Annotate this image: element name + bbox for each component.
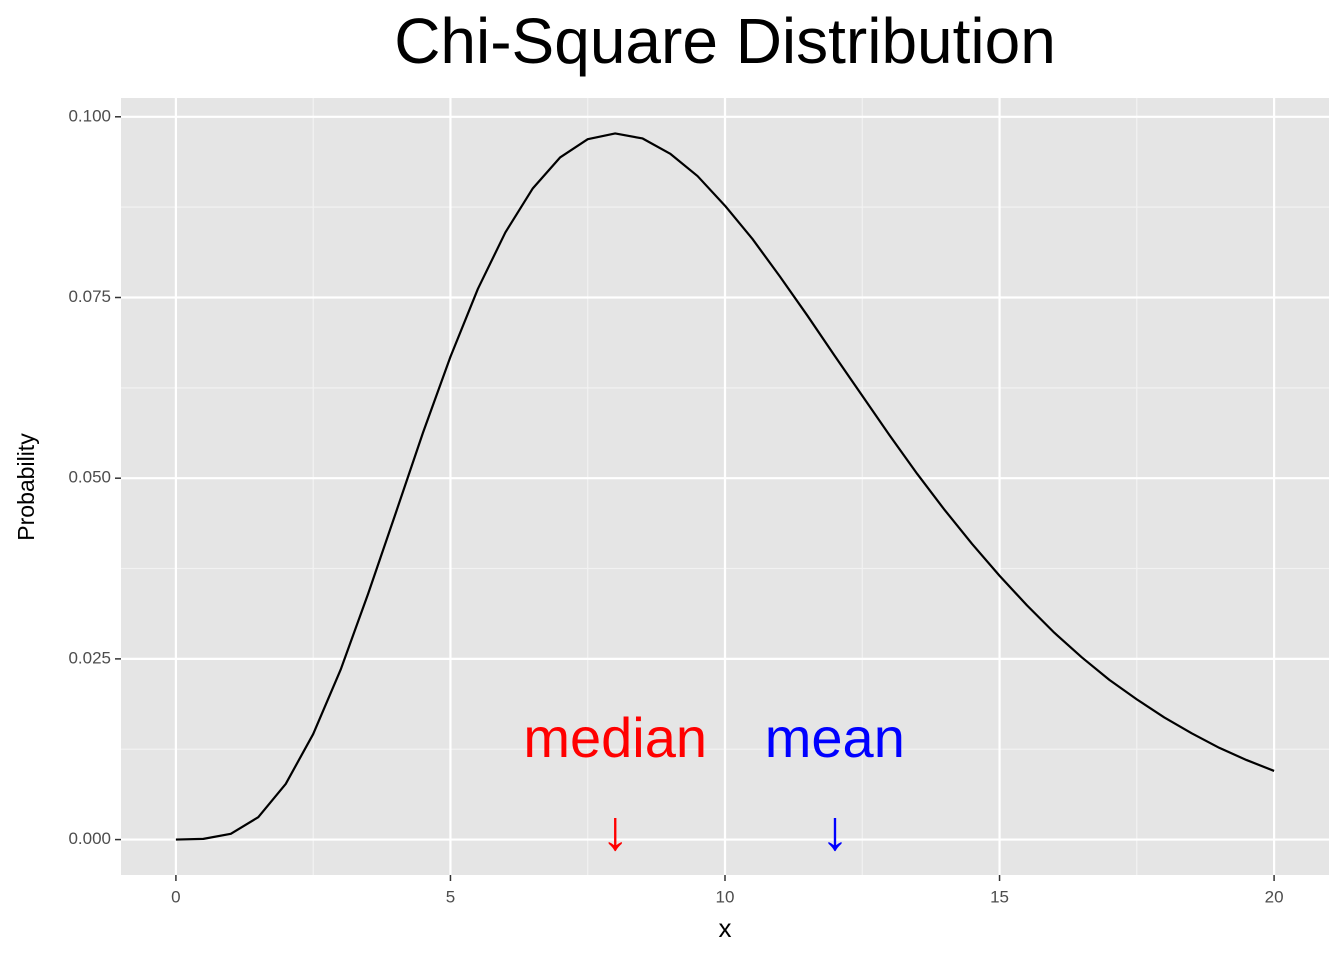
- chart-title: Chi-Square Distribution: [394, 5, 1056, 77]
- y-tick-label: 0.075: [68, 287, 111, 306]
- x-tick-label: 0: [171, 887, 180, 906]
- annotation: ↓: [821, 798, 849, 861]
- annotation: ↓: [601, 798, 629, 861]
- y-tick-label: 0.050: [68, 468, 111, 487]
- line: [175, 132, 1275, 841]
- x-tick-label: 5: [446, 887, 455, 906]
- x-tick-label: 20: [1265, 887, 1284, 906]
- y-axis-label: Probability: [13, 433, 39, 541]
- y-tick-label: 0.025: [68, 648, 111, 667]
- x-tick-label: 15: [990, 887, 1009, 906]
- y-tick-label: 0.100: [68, 106, 111, 125]
- x-tick-label: 10: [716, 887, 735, 906]
- x-axis-label: x: [719, 913, 732, 943]
- y-tick-label: 0.000: [68, 829, 111, 848]
- annotation: mean: [765, 706, 905, 769]
- annotation: median: [523, 706, 707, 769]
